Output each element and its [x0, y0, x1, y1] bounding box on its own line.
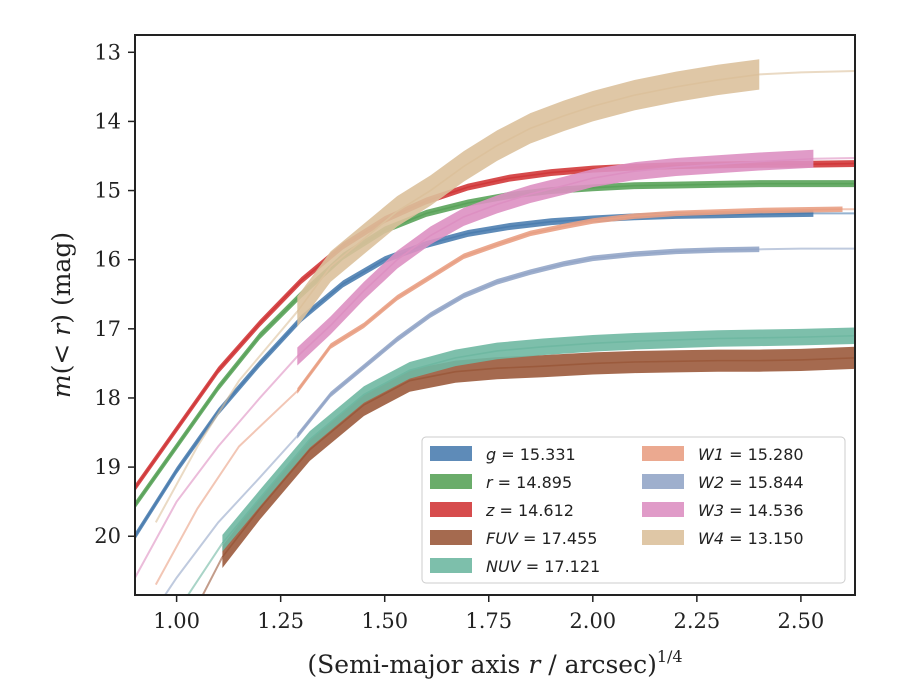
y-tick-label: 17	[94, 317, 121, 341]
legend-swatch-nuv	[430, 558, 472, 573]
legend-swatch-fuv	[430, 530, 472, 545]
x-tick-label: 2.00	[569, 609, 616, 633]
series-nuv-line	[221, 334, 855, 544]
x-axis-label: (Semi-major axis r / arcsec)1/4	[307, 647, 682, 679]
series-w2-line	[296, 248, 760, 437]
legend-swatch-w4	[642, 530, 684, 545]
legend-label-fuv: FUV = 17.455	[486, 529, 597, 548]
legend-swatch-r	[430, 474, 472, 489]
legend-items: g = 15.331 r = 14.895 z = 14.612 FUV = 17.4…	[430, 445, 804, 576]
legend-label-r: r = 14.895	[486, 473, 572, 492]
ticks-layer: 1.00 1.25 1.50 1.75 2.00 2.25 2.50 13 14 15 16 17 18…	[94, 40, 824, 633]
series-w4-line	[296, 73, 760, 313]
legend-label-z: z = 14.612	[485, 501, 574, 520]
series-w1-extension-inner	[154, 390, 299, 586]
legend-swatch-w1	[642, 446, 684, 461]
x-tick-label: 1.50	[361, 609, 408, 633]
legend-swatch-z	[430, 502, 472, 517]
x-tick-label: 2.25	[673, 609, 720, 633]
y-tick-label: 20	[94, 524, 121, 548]
series-w3-line	[296, 157, 814, 358]
plot-frame	[134, 34, 856, 596]
legend-swatch-g	[430, 446, 472, 461]
series-w4-extension-outer	[759, 69, 855, 76]
y-tick-label: 19	[94, 455, 121, 479]
legend-label-w1: W1 = 15.280	[698, 445, 804, 464]
series-w2-extension-outer	[759, 247, 855, 251]
series-w2-extension-inner	[163, 435, 299, 595]
series-nuv-extension-inner	[186, 542, 224, 595]
x-tick-label: 1.25	[257, 609, 304, 633]
series-w4-extension-inner	[154, 310, 299, 523]
series-w1-line	[296, 208, 843, 392]
series-w4-band	[297, 59, 760, 327]
legend-label-w2: W2 = 15.844	[698, 473, 804, 492]
legend-swatch-w2	[642, 474, 684, 489]
x-tick-label: 1.00	[153, 609, 200, 633]
legend-label-g: g = 15.331	[486, 445, 576, 464]
y-tick-label: 18	[94, 386, 121, 410]
y-tick-label: 14	[94, 109, 121, 133]
series-fuv-line	[221, 357, 855, 558]
x-tick-label: 1.75	[465, 609, 512, 633]
legend-label-nuv: NUV = 17.121	[486, 557, 600, 576]
y-tick-label: 15	[94, 179, 121, 203]
y-tick-label: 16	[94, 248, 121, 272]
series-w3-extension-inner	[135, 355, 299, 579]
y-tick-label: 13	[94, 40, 121, 64]
series-fuv-band	[222, 346, 855, 569]
legend-label-w4: W4 = 13.150	[698, 529, 804, 548]
legend-swatch-w3	[642, 502, 684, 517]
series-w3-extension-outer	[813, 157, 855, 160]
series-w2-band	[297, 246, 760, 439]
series-fuv-extension-inner	[201, 556, 224, 595]
x-tick-label: 2.50	[778, 609, 825, 633]
series-nuv-band	[222, 327, 855, 552]
legend-label-w3: W3 = 14.536	[698, 501, 804, 520]
legend-frame	[421, 436, 846, 584]
series-layer	[135, 59, 855, 595]
y-axis-label: m(< r) (mag)	[47, 232, 76, 398]
legend: g = 15.331 r = 14.895 z = 14.612 FUV = 17.4…	[421, 436, 846, 584]
